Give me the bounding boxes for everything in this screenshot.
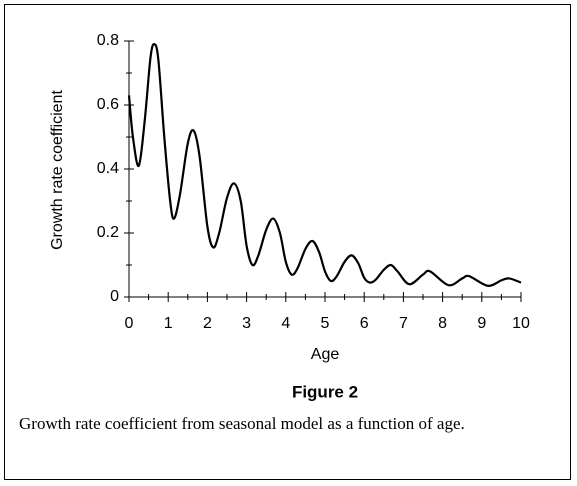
x-tick-label: 2 <box>203 315 212 332</box>
x-tick-label: 4 <box>281 315 290 332</box>
x-tick-label: 3 <box>242 315 251 332</box>
x-tick-label: 6 <box>360 315 369 332</box>
y-tick-label: 0 <box>110 288 119 305</box>
data-line <box>127 42 522 287</box>
x-tick-label: 5 <box>321 315 330 332</box>
x-tick-label: 10 <box>512 315 530 332</box>
caption: Growth rate coefficient from seasonal mo… <box>19 414 465 433</box>
y-tick-label: 0.8 <box>97 32 119 49</box>
y-tick-label: 0.6 <box>97 96 119 113</box>
figure-frame <box>4 4 571 480</box>
x-tick-label: 0 <box>125 315 134 332</box>
x-tick-label: 1 <box>164 315 173 332</box>
x-tick-label: 7 <box>399 315 408 332</box>
x-tick-label: 8 <box>438 315 447 332</box>
x-tick-label: 9 <box>477 315 486 332</box>
y-tick-label: 0.2 <box>97 224 119 241</box>
figure-label: Figure 2 <box>292 382 358 401</box>
x-axis-label: Age <box>311 346 340 363</box>
y-tick-label: 0.4 <box>97 160 119 177</box>
y-axis-label: Growth rate coefficient <box>49 90 66 250</box>
